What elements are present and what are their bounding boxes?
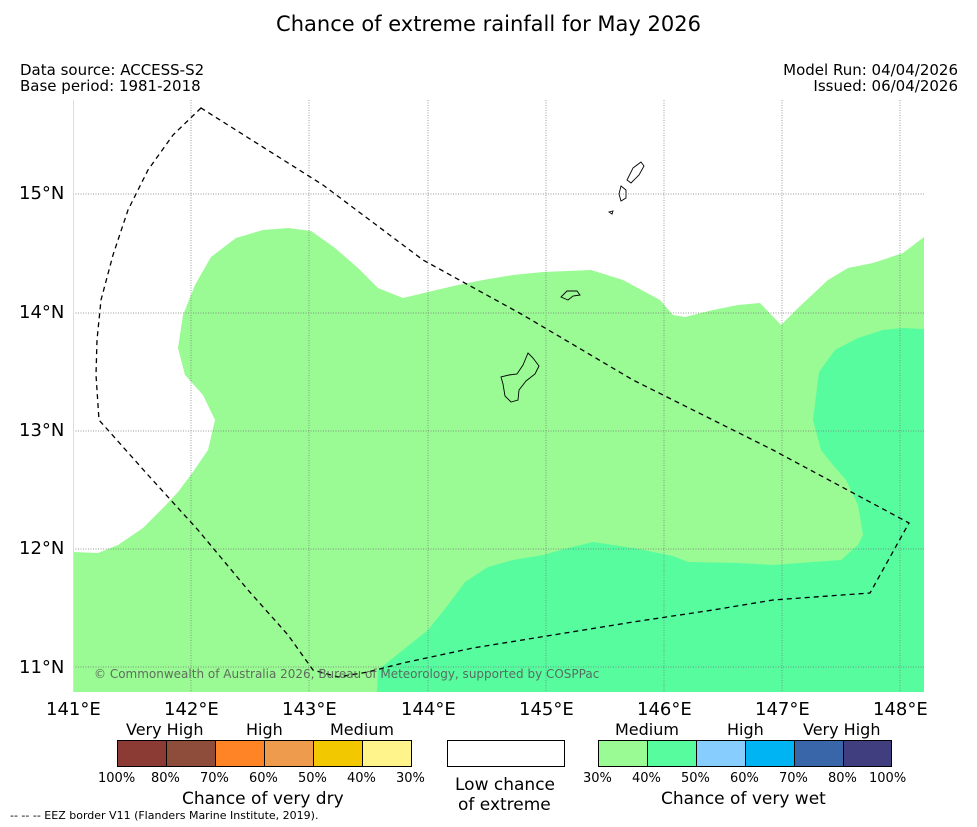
dry-swatch-5: [313, 740, 363, 767]
wet-swatch-1: [598, 740, 648, 767]
model-run: Model Run: 04/04/2026: [783, 61, 958, 79]
tinian-island: [618, 185, 627, 202]
wet-swatch-6: [843, 740, 892, 767]
x-tick-142: 142°E: [164, 699, 219, 720]
eez-footnote: -- -- -- EEZ border V11 (Flanders Marine…: [10, 809, 319, 822]
wet-pct-40: 40%: [632, 771, 661, 786]
y-tick-12n: 12°N: [19, 538, 65, 559]
x-tick-146: 146°E: [637, 699, 692, 720]
dry-pct-100: 100%: [98, 771, 136, 786]
y-tick-11n: 11°N: [19, 657, 65, 678]
x-tick-148: 148°E: [873, 699, 928, 720]
rota-island: [560, 290, 581, 301]
dry-pct-40: 40%: [347, 771, 376, 786]
meta-left: Data source: ACCESS-S2 Base period: 1981…: [20, 62, 204, 94]
x-tick-147: 147°E: [755, 699, 810, 720]
dry-cat-very-high: Very High: [126, 720, 204, 739]
map-title: Chance of extreme rainfall for May 2026: [276, 12, 701, 36]
wet-pct-100: 100%: [869, 771, 907, 786]
dry-swatch-3: [215, 740, 265, 767]
dry-pct-30: 30%: [396, 771, 425, 786]
y-tick-13n: 13°N: [19, 420, 65, 441]
base-period: Base period: 1981-2018: [20, 77, 201, 95]
low-chance-line2: of extreme: [458, 795, 551, 815]
low-chance-swatch: [447, 740, 565, 767]
dry-swatch-4: [264, 740, 314, 767]
x-tick-145: 145°E: [519, 699, 574, 720]
eez-border: [95, 107, 910, 678]
wet-cat-medium: Medium: [615, 720, 679, 739]
x-tick-143: 143°E: [282, 699, 337, 720]
meta-right: Model Run: 04/04/2026 Issued: 06/04/2026: [783, 62, 958, 94]
wet-pct-50: 50%: [681, 771, 710, 786]
map-frame: [73, 100, 924, 692]
dry-pct-50: 50%: [298, 771, 327, 786]
dry-cat-medium: Medium: [330, 720, 394, 739]
wet-pct-60: 60%: [730, 771, 759, 786]
aguijan-island: [607, 210, 614, 215]
dry-swatch-6: [362, 740, 412, 767]
medium-high-wet-region: [377, 328, 924, 692]
wet-pct-80: 80%: [828, 771, 857, 786]
low-chance-line1: Low chance: [455, 775, 555, 795]
gridlines: [73, 100, 924, 692]
y-tick-14n: 14°N: [19, 302, 65, 323]
copyright-notice: © Commonwealth of Australia 2026, Bureau…: [94, 667, 600, 681]
y-tick-15n: 15°N: [19, 183, 65, 204]
dry-legend-title: Chance of very dry: [182, 789, 344, 809]
x-tick-144: 144°E: [401, 699, 456, 720]
wet-pct-70: 70%: [779, 771, 808, 786]
wet-legend-title: Chance of very wet: [661, 789, 826, 809]
dry-pct-80: 80%: [151, 771, 180, 786]
dry-pct-60: 60%: [249, 771, 278, 786]
wet-cat-very-high: Very High: [803, 720, 881, 739]
dry-cat-high: High: [246, 720, 283, 739]
guam-island: [500, 352, 540, 403]
wet-cat-high: High: [727, 720, 764, 739]
rainfall-map: [73, 100, 924, 692]
data-source: Data source: ACCESS-S2: [20, 61, 205, 79]
wet-swatch-5: [794, 740, 844, 767]
dry-swatch-1: [117, 740, 167, 767]
dry-swatch-2: [166, 740, 216, 767]
wet-pct-30: 30%: [583, 771, 612, 786]
wet-swatch-4: [745, 740, 795, 767]
islands: [500, 161, 645, 403]
saipan-island: [626, 161, 645, 184]
x-tick-141: 141°E: [46, 699, 101, 720]
issued-date: Issued: 06/04/2026: [813, 77, 958, 95]
wet-swatch-2: [647, 740, 697, 767]
dry-pct-70: 70%: [200, 771, 229, 786]
map-svg: [73, 100, 924, 692]
wet-swatch-3: [696, 740, 746, 767]
